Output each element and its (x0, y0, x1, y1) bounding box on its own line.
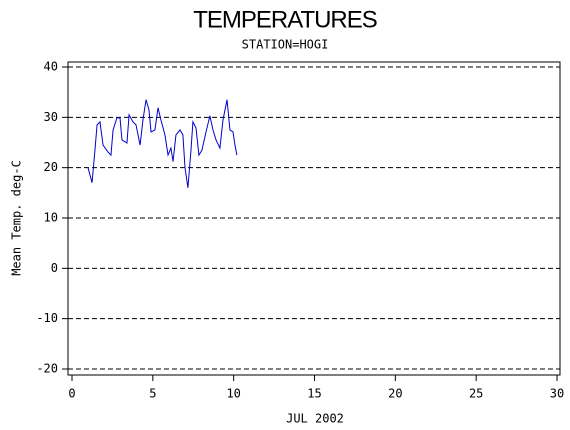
x-axis-label: JUL 2002 (286, 412, 344, 426)
y-tick-label: 40 (44, 60, 58, 74)
x-tick-label: 10 (226, 387, 240, 401)
chart-title: TEMPERATURES (193, 6, 377, 33)
x-tick-label: 20 (388, 387, 402, 401)
data-line (87, 99, 238, 188)
x-tick-label: 5 (149, 387, 156, 401)
x-tick-label: 15 (307, 387, 321, 401)
x-tick-label: 30 (550, 387, 564, 401)
y-tick-label: -20 (36, 362, 58, 376)
y-tick-label: -10 (36, 311, 58, 325)
y-tick-label: 30 (44, 110, 58, 124)
chart-subtitle: STATION=HOGI (242, 38, 329, 52)
x-tick-label: 25 (469, 387, 483, 401)
y-tick-label: 20 (44, 160, 58, 174)
y-axis-label: Mean Temp. deg-C (10, 160, 24, 276)
x-tick-label: 0 (68, 387, 75, 401)
y-tick-label: 10 (44, 211, 58, 225)
y-tick-label: 0 (51, 261, 58, 275)
